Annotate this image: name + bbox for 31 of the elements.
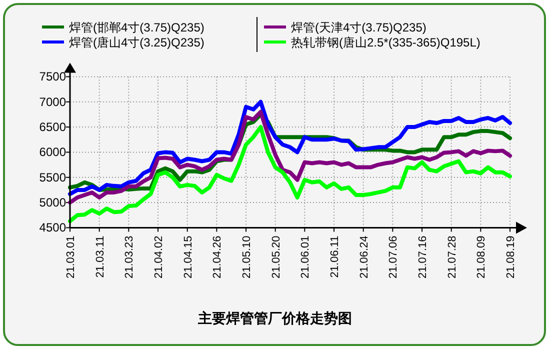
x-tick-label: 21.03.11 (94, 236, 106, 278)
x-tick-label: 21.07.16 (417, 236, 429, 279)
x-tick-label: 21.05.10 (241, 236, 253, 279)
y-tick-label: 7000 (39, 94, 66, 109)
x-tick-label: 21.04.15 (182, 236, 194, 279)
text: 主要焊管管厂价格走势图 (197, 310, 352, 326)
x-tick-label: 21.08.19 (505, 236, 517, 279)
x-tick-label: 21.06.11 (329, 236, 341, 278)
y-tick-label: 5000 (39, 196, 66, 210)
x-tick-label: 21.05.20 (270, 236, 282, 279)
x-tick-label: 21.04.02 (153, 236, 165, 279)
x-tick-label: 21.07.06 (388, 236, 400, 279)
line-series (68, 125, 512, 224)
x-tick-label: 21.03.01 (65, 236, 77, 279)
line-series (68, 100, 512, 196)
x-tick-label: 21.04.26 (212, 236, 224, 279)
y-tick-label: 7500 (39, 70, 66, 84)
legend-label: 热轧带钢(唐山2.5*(335-365)Q195L) (291, 36, 480, 50)
y-tick-label: 6000 (39, 145, 66, 160)
x-tick-label: 21.06.01 (300, 236, 312, 279)
x-tick-label: 21.07.28 (446, 236, 458, 279)
y-tick-label: 6500 (39, 120, 66, 134)
legend-label: 焊管(邯郸4寸(3.75)Q235) (69, 20, 204, 34)
legend-label: 焊管(天津4寸(3.75)Q235) (291, 20, 426, 34)
y-tick-label: 4500 (39, 220, 66, 235)
line-series (68, 110, 512, 205)
x-tick-label: 21.03.23 (124, 236, 136, 279)
x-tick-label: 21.06.24 (358, 236, 370, 279)
legend-label: 焊管(唐山4寸(3.25)Q235) (69, 36, 204, 50)
y-tick-label: 5500 (39, 170, 66, 184)
x-tick-label: 21.08.09 (476, 236, 488, 279)
